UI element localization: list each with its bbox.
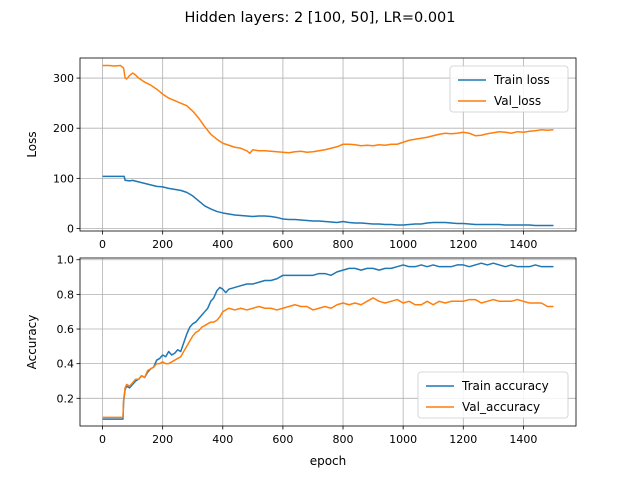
x-tick-label: 1400 (509, 238, 537, 251)
legend: Train accuracy Val_accuracy (417, 371, 569, 419)
x-tick-label: 1200 (449, 433, 477, 446)
x-tick-label: 1400 (509, 433, 537, 446)
x-tick-label: 0 (99, 238, 106, 251)
y-tick-label: 0.6 (57, 323, 75, 336)
y-tick-label: 0 (67, 222, 74, 235)
x-tick-label: 200 (152, 238, 173, 251)
series-line-0 (102, 262, 554, 420)
y-axis-label: Accuracy (25, 315, 39, 370)
series-line-0 (102, 175, 554, 227)
axes-frame (79, 257, 577, 427)
x-tick-label: 600 (272, 433, 293, 446)
x-tick-label: 600 (272, 238, 293, 251)
x-tick-label: 200 (152, 433, 173, 446)
legend: Train loss Val_loss (449, 65, 569, 113)
series-line-1 (102, 297, 554, 419)
y-tick-label: 0.8 (57, 288, 75, 301)
x-tick-label: 0 (99, 433, 106, 446)
x-tick-label: 800 (333, 238, 354, 251)
figure-title: Hidden layers: 2 [100, 50], LR=0.001 (184, 10, 455, 26)
legend-label: Val_loss (494, 94, 541, 108)
y-tick-label: 100 (53, 172, 74, 185)
series-line-1 (102, 64, 554, 155)
legend-label: Train loss (493, 73, 550, 87)
loss-plot: 0 200 400 600 800 1000 1200 1400 0 100 200 300 Loss T… (25, 57, 577, 251)
legend-label: Val_accuracy (462, 400, 540, 414)
legend-box (417, 371, 569, 419)
axes-frame (79, 57, 577, 232)
y-tick-label: 0.4 (57, 358, 75, 371)
legend-label: Train accuracy (461, 379, 549, 393)
y-tick-label: 1.0 (57, 254, 75, 267)
x-tick-label: 1000 (389, 238, 417, 251)
y-tick-label: 200 (53, 122, 74, 135)
x-tick-label: 1200 (449, 238, 477, 251)
y-axis-label: Loss (25, 131, 39, 157)
y-tick-label: 300 (53, 72, 74, 85)
x-axis-label: epoch (310, 454, 347, 468)
x-tick-label: 800 (333, 433, 354, 446)
y-tick-label: 0.2 (57, 392, 75, 405)
x-tick-label: 400 (212, 433, 233, 446)
accuracy-plot: 0 200 400 600 800 1000 1200 1400 0.2 0.4 0.6 0.8 1.0… (25, 254, 577, 468)
x-tick-label: 1000 (389, 433, 417, 446)
x-tick-label: 400 (212, 238, 233, 251)
